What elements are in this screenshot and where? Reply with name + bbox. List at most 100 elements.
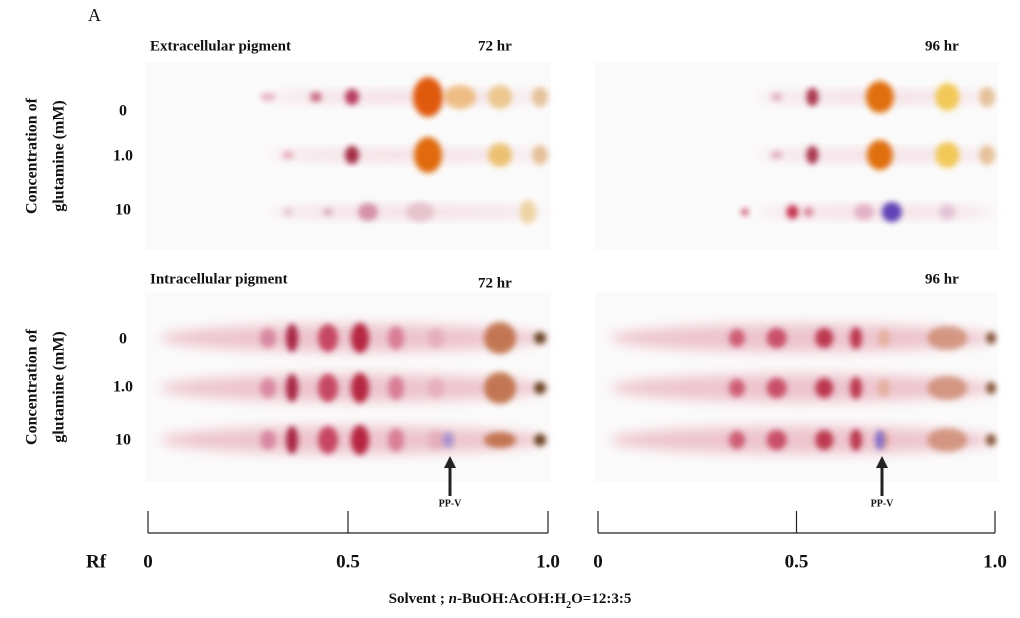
spot (877, 379, 890, 397)
spot (413, 77, 443, 117)
spot (351, 425, 369, 455)
spot (318, 374, 338, 402)
rf-label: Rf (86, 551, 107, 572)
row-label: 10 (115, 432, 131, 449)
spot (444, 85, 476, 109)
spot (770, 93, 783, 101)
row-label: 10 (115, 202, 131, 219)
lane-streak (268, 149, 548, 161)
spot (534, 382, 546, 394)
labels: 72 hr 96 hr Extracellular pigment 0 1.0 10 Con… (24, 38, 1007, 572)
lane-streak (609, 426, 995, 454)
plate-time: 96 hr (925, 271, 959, 287)
row-label: 1.0 (113, 379, 133, 396)
plate-time: 72 hr (478, 38, 512, 54)
spot (728, 431, 745, 449)
panel-label: A (88, 5, 101, 25)
solvent-subscript: 2 (566, 600, 571, 611)
spot (534, 434, 546, 446)
spot (986, 382, 997, 394)
y-axis-label: glutamine (mM) (51, 100, 68, 212)
spot (806, 88, 819, 106)
spot (283, 208, 293, 216)
spot (318, 426, 338, 454)
spot (488, 85, 512, 109)
spot (881, 202, 902, 222)
spot (803, 207, 814, 217)
spot (351, 323, 369, 353)
spot (979, 145, 996, 165)
tick-label: 0 (593, 551, 603, 572)
spot (979, 87, 996, 107)
spot (939, 204, 956, 220)
spot (986, 332, 997, 344)
spot (428, 430, 444, 450)
y-axis-label: Concentration of (24, 328, 41, 445)
spot (815, 328, 834, 348)
spot (850, 429, 863, 451)
spot (310, 92, 322, 102)
spot (286, 324, 298, 352)
spot (865, 81, 894, 113)
tick-label: 0 (143, 551, 153, 572)
solvent-italic: n (449, 591, 457, 607)
marker-label: PP-V (439, 498, 463, 509)
spot (488, 143, 512, 167)
spot (358, 203, 378, 221)
plate-time: 72 hr (478, 275, 512, 291)
solvent: Solvent ; n-BuOH:AcOH:H2O=12:3:5 (389, 591, 632, 610)
section-title: Extracellular pigment (150, 38, 291, 54)
spot (728, 329, 745, 347)
spot (428, 378, 444, 398)
spot (986, 434, 997, 446)
spot (740, 208, 749, 216)
row-label: 0 (119, 331, 127, 348)
solvent-main: -BuOH:AcOH:H (457, 591, 566, 607)
spot (532, 87, 548, 107)
lane-streak (609, 324, 995, 352)
spot (850, 327, 863, 349)
spot (318, 324, 338, 352)
plate-time: 96 hr (925, 38, 959, 54)
spot (853, 204, 874, 220)
tick-label: 1.0 (536, 551, 560, 572)
spot (935, 142, 960, 168)
spot (345, 146, 359, 164)
marker-arrowhead (876, 456, 888, 468)
spot (345, 89, 359, 105)
section-title: Intracellular pigment (150, 271, 288, 287)
spot (260, 328, 276, 348)
spot (520, 200, 536, 224)
spot (815, 430, 834, 450)
lane-streak (756, 206, 996, 218)
spot (850, 377, 863, 399)
lane-streak (609, 374, 995, 402)
spot (786, 205, 799, 219)
spot (406, 202, 434, 222)
marker-arrowhead (444, 456, 456, 468)
spot (260, 93, 276, 101)
tick-label: 0.5 (336, 551, 360, 572)
spot (260, 430, 276, 450)
y-axis-label: glutamine (mM) (51, 331, 68, 443)
spot (388, 428, 404, 452)
spot (927, 326, 968, 350)
spot (388, 326, 404, 350)
y-axis-label: Concentration of (24, 97, 41, 214)
spot (414, 137, 442, 173)
spot (770, 151, 783, 159)
spot (766, 378, 787, 398)
spot (351, 373, 369, 403)
spot (442, 432, 454, 448)
spot (927, 376, 968, 400)
spot (286, 374, 298, 402)
spot (484, 322, 516, 354)
spot (806, 146, 819, 164)
spot (766, 430, 787, 450)
spot (866, 140, 893, 170)
spot (323, 208, 333, 216)
solvent-prefix: Solvent ; (389, 591, 449, 607)
spot (428, 328, 444, 348)
tick-label: 1.0 (983, 551, 1007, 572)
